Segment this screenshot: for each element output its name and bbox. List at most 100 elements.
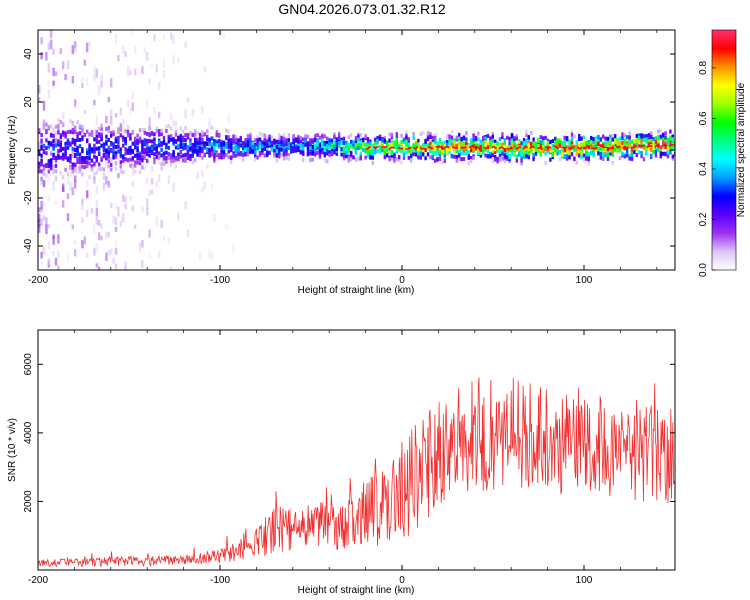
spectrogram-cell — [374, 141, 377, 146]
spectrogram-cell — [278, 154, 281, 159]
spectrogram-cell — [50, 30, 53, 38]
snr-frame — [37, 329, 676, 571]
spectrogram-cell — [64, 134, 67, 139]
spectrogram-cell — [539, 144, 542, 149]
spectrogram-cell — [366, 143, 370, 148]
spectrogram-cell — [273, 152, 276, 157]
spectrogram-cell — [64, 167, 67, 172]
spectrogram-cell — [458, 149, 461, 154]
spectrogram-cell — [201, 186, 204, 193]
spectrogram-cell — [170, 163, 173, 168]
spectrogram-cell — [458, 156, 461, 161]
spectrogram-cell — [95, 137, 98, 142]
spectrogram-cell — [666, 141, 670, 146]
spectrogram-cell — [594, 136, 598, 141]
spectrogram-cell — [390, 153, 394, 158]
spectrogram-cell — [95, 129, 98, 134]
spectrogram-cell — [131, 141, 134, 146]
spectrogram-cell — [345, 143, 348, 148]
spectrogram-cell — [47, 125, 50, 130]
spectrogram-cell — [484, 153, 487, 158]
spectrogram-cell — [71, 166, 74, 175]
spectrogram-cell — [306, 134, 310, 139]
spectrogram-cell — [45, 128, 48, 133]
spectrogram-cell — [376, 135, 379, 140]
spectrogram-cell — [419, 131, 422, 136]
spectrogram-cell — [342, 149, 346, 154]
colorbar-ticks: 0.00.20.40.60.8 — [698, 61, 716, 277]
spectrogram-cell — [160, 131, 163, 136]
spectrogram-cell — [249, 134, 252, 139]
spectrogram-cell — [131, 181, 134, 187]
spectrogram-cell — [278, 151, 281, 156]
spectrogram-cell — [436, 157, 439, 162]
spectrogram-cell — [642, 138, 646, 143]
spectrogram-cell — [419, 147, 422, 152]
spectrogram-cell — [182, 153, 185, 158]
spectrogram-cell — [261, 132, 264, 137]
spectrogram-cell — [47, 134, 50, 143]
spectrogram-cell — [93, 128, 96, 136]
spectrogram-cell — [100, 136, 103, 141]
spectrogram-cell — [551, 139, 554, 144]
spectrogram-cell — [182, 129, 185, 134]
spectrogram-cell — [290, 149, 293, 154]
spectrogram-cell — [304, 142, 307, 147]
spectrogram-cell — [585, 156, 588, 161]
spectrogram-cell — [455, 158, 458, 163]
spectrogram-cell — [129, 136, 132, 141]
spectrogram-cell — [326, 136, 329, 141]
spectrogram-cell — [458, 142, 461, 147]
spectrogram-cell — [278, 147, 281, 152]
spectrogram-cell — [400, 133, 403, 138]
spectrogram-cell — [522, 151, 526, 156]
ridge-point — [291, 144, 294, 147]
spectrogram-cell — [215, 143, 218, 148]
spectrogram-cell — [508, 148, 511, 153]
spectrogram-cell — [148, 78, 151, 85]
spectrogram-cell — [95, 215, 98, 225]
spectrogram-cell — [210, 125, 214, 130]
spectrogram-cell — [659, 134, 662, 139]
spectrogram-cell — [330, 138, 334, 143]
spectrogram-cell — [503, 148, 506, 153]
spectrogram-cell — [117, 144, 120, 149]
spectrogram-cell — [66, 157, 70, 162]
spectrogram-cell — [146, 143, 149, 148]
spectrogram-cell — [501, 142, 504, 147]
spectrogram-cell — [465, 147, 468, 152]
spectrogram-cell — [83, 109, 86, 114]
spectrogram-cell — [155, 149, 158, 154]
spectrogram-cell — [186, 97, 190, 103]
spectrogram-cell — [486, 134, 490, 139]
spectrogram-cell — [638, 140, 641, 145]
spectrogram-cell — [530, 130, 533, 135]
spectrogram-cell — [95, 208, 98, 217]
spectrogram-cell — [100, 166, 103, 171]
spectrogram-cell — [515, 143, 518, 148]
spectrogram-cell — [206, 134, 209, 139]
spectrogram-cell — [587, 161, 590, 166]
spectrogram-cell — [609, 140, 612, 145]
spectrogram-cell — [602, 153, 605, 158]
spectrogram-cell — [40, 176, 43, 182]
spectrogram-cell — [177, 136, 180, 141]
spectrogram-cell — [153, 157, 156, 162]
spectrogram-cell — [201, 133, 204, 138]
spectrogram-cell — [333, 145, 336, 150]
spectrogram-cell — [371, 151, 374, 156]
ridge-line — [365, 143, 674, 151]
spectrogram-cell — [208, 142, 211, 147]
spectrogram-cell — [66, 140, 70, 145]
spectrogram-cell — [52, 235, 55, 245]
spectrogram-cell — [54, 199, 58, 205]
spectrogram-cell — [141, 145, 144, 150]
spectrogram-cell — [71, 130, 74, 135]
spectrogram-cell — [335, 143, 338, 148]
spectrogram-cell — [520, 141, 523, 146]
spectrogram-cell — [213, 214, 216, 222]
spectrogram-cell — [282, 140, 286, 145]
spectrogram-cell — [124, 261, 127, 269]
spectrogram-cell — [393, 142, 396, 147]
spectrogram-cell — [110, 119, 113, 126]
